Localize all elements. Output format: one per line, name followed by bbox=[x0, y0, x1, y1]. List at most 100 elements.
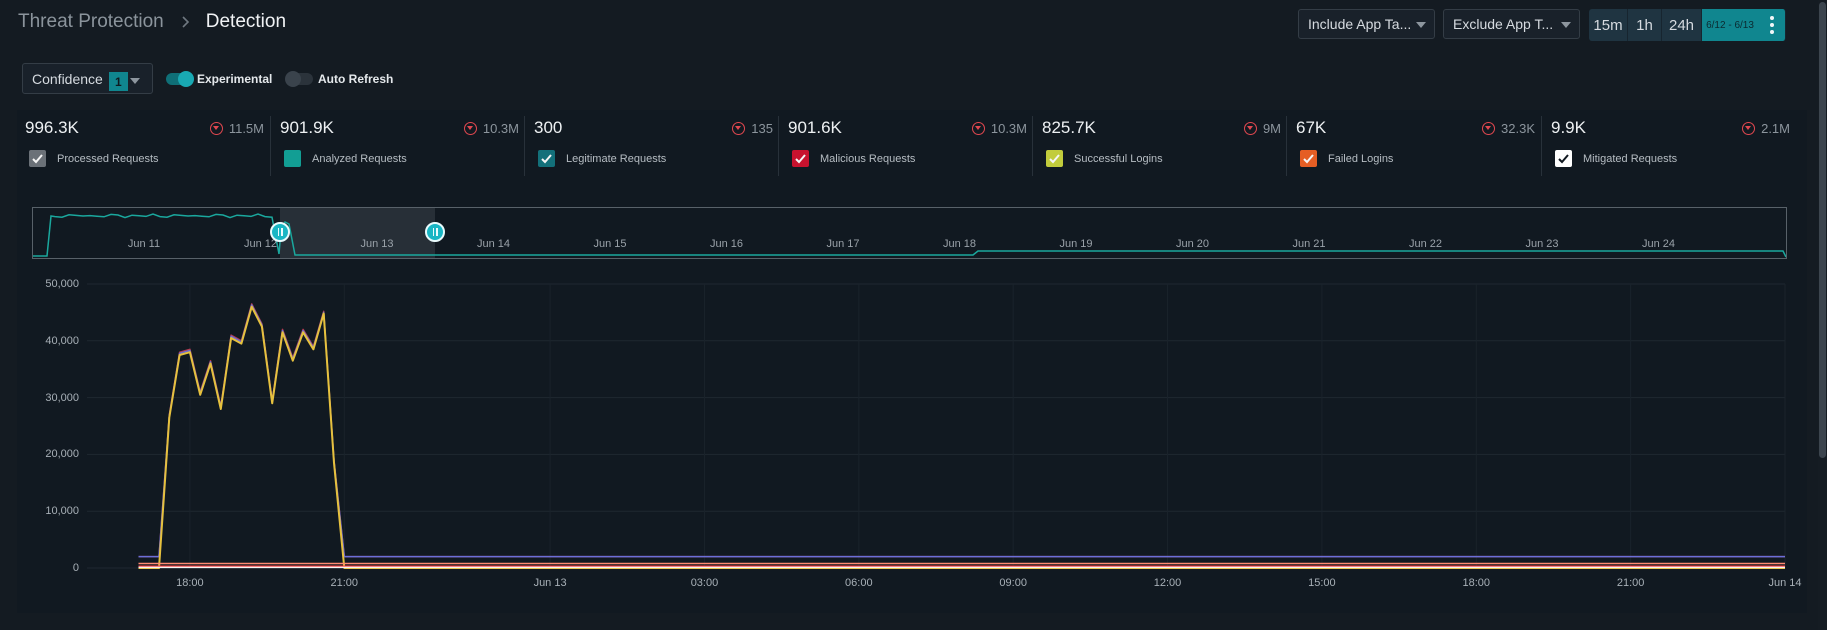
x-tick-label: 21:00 bbox=[1616, 577, 1645, 589]
more-options-icon[interactable] bbox=[1758, 9, 1786, 41]
time-24h-button[interactable]: 24h bbox=[1662, 9, 1702, 41]
series-line bbox=[138, 305, 1785, 569]
navigator-date-label: Jun 14 bbox=[476, 238, 511, 250]
stat-label: Processed Requests bbox=[57, 153, 159, 165]
navigator-date-label: Jun 24 bbox=[1641, 238, 1676, 250]
navigator-right-handle[interactable] bbox=[425, 222, 445, 242]
arrow-down-circle-icon bbox=[463, 122, 477, 135]
confidence-label: Confidence bbox=[32, 70, 103, 87]
stat-label: Successful Logins bbox=[1074, 153, 1163, 165]
stat-change-value: 10.3M bbox=[482, 121, 519, 136]
stat-card: 901.9K 10.3M Analyzed Requests bbox=[272, 110, 525, 177]
x-tick-label: 06:00 bbox=[845, 577, 873, 589]
navigator-selection[interactable] bbox=[280, 208, 435, 258]
exclude-app-tags-label: Exclude App T... bbox=[1453, 16, 1554, 32]
detection-panel: 996.3K 11.5M Processed Requests 901.9K 10.3M… bbox=[17, 110, 1807, 613]
caret-down-icon bbox=[130, 78, 140, 84]
caret-down-icon bbox=[1561, 22, 1571, 28]
y-tick-label: 0 bbox=[72, 562, 79, 574]
navigator-date-label: Jun 15 bbox=[593, 238, 627, 250]
experimental-toggle[interactable]: Experimental bbox=[166, 71, 272, 87]
arrow-down-circle-icon bbox=[209, 122, 223, 135]
stat-change-value: 135 bbox=[751, 121, 773, 136]
caret-down-icon bbox=[1416, 22, 1426, 28]
confidence-dropdown[interactable]: Confidence 1 bbox=[22, 63, 153, 94]
stat-divider bbox=[270, 116, 271, 176]
stat-label: Mitigated Requests bbox=[1583, 153, 1678, 165]
scrollbar-thumb[interactable] bbox=[1819, 2, 1826, 458]
navigator-date-label: Jun 20 bbox=[1175, 238, 1210, 250]
stat-change: 11.5M bbox=[209, 121, 264, 136]
time-1h-button[interactable]: 1h bbox=[1628, 9, 1662, 41]
series-checkbox[interactable] bbox=[1555, 150, 1572, 167]
y-tick-label: 20,000 bbox=[45, 448, 79, 461]
date-range-button[interactable]: 6/12 - 6/13 bbox=[1702, 9, 1758, 41]
stat-change-value: 32.3K bbox=[1501, 121, 1535, 136]
stat-change-value: 9M bbox=[1262, 121, 1281, 136]
stat-value: 996.3K bbox=[25, 118, 79, 137]
y-tick-label: 10,000 bbox=[45, 505, 79, 518]
navigator-date-label: Jun 19 bbox=[1059, 238, 1093, 250]
stat-divider bbox=[524, 116, 525, 176]
navigator-date-label: Jun 23 bbox=[1525, 238, 1559, 250]
stat-divider bbox=[1541, 116, 1542, 176]
navigator-date-label: Jun 13 bbox=[360, 238, 394, 250]
x-tick-label: 03:00 bbox=[690, 577, 719, 589]
x-tick-label: 09:00 bbox=[999, 577, 1027, 589]
y-tick-label: 40,000 bbox=[45, 334, 79, 347]
page-scrollbar[interactable] bbox=[1818, 0, 1827, 630]
stat-card: 67K 32.3K Failed Logins bbox=[1288, 110, 1541, 177]
x-tick-label: Jun 14 bbox=[1768, 577, 1802, 589]
auto-refresh-toggle[interactable]: Auto Refresh bbox=[285, 71, 394, 87]
time-15m-button[interactable]: 15m bbox=[1589, 9, 1628, 41]
confidence-value: 1 bbox=[108, 72, 128, 91]
series-checkbox[interactable] bbox=[284, 150, 301, 167]
stat-card: 825.7K 9M Successful Logins bbox=[1034, 110, 1287, 177]
series-checkbox[interactable] bbox=[1046, 150, 1063, 167]
series-checkbox[interactable] bbox=[792, 150, 809, 167]
x-tick-label: Jun 13 bbox=[533, 577, 567, 589]
navigator-left-handle[interactable] bbox=[270, 222, 290, 242]
breadcrumb: Threat Protection Detection bbox=[18, 10, 286, 34]
stat-change: 10.3M bbox=[971, 121, 1027, 136]
series-checkbox[interactable] bbox=[29, 150, 46, 167]
x-tick-label: 18:00 bbox=[176, 577, 204, 589]
arrow-down-circle-icon bbox=[1742, 122, 1756, 135]
stat-value: 901.9K bbox=[280, 118, 334, 137]
arrow-down-circle-icon bbox=[1243, 122, 1257, 135]
stat-change: 2.1M bbox=[1742, 121, 1790, 136]
include-app-tags-label: Include App Ta... bbox=[1308, 16, 1412, 32]
stat-value: 9.9K bbox=[1551, 118, 1586, 137]
page-title: Detection bbox=[205, 11, 287, 32]
stat-card: 901.6K 10.3M Malicious Requests bbox=[780, 110, 1033, 177]
y-tick-label: 30,000 bbox=[45, 391, 79, 404]
series-line bbox=[138, 303, 1785, 558]
stat-change-value: 10.3M bbox=[990, 121, 1027, 136]
navigator-date-label: Jun 16 bbox=[709, 238, 744, 250]
navigator-date-label: Jun 21 bbox=[1292, 238, 1326, 250]
auto-refresh-switch[interactable] bbox=[285, 71, 313, 87]
series-line bbox=[138, 304, 1785, 558]
navigator-date-label: Jun 12 bbox=[243, 238, 278, 250]
stat-value: 67K bbox=[1296, 118, 1327, 137]
x-tick-label: 12:00 bbox=[1153, 577, 1182, 589]
time-navigator[interactable]: Jun 11 Jun 12 Jun 13 Jun 14 Jun 15 Jun 16 Jun … bbox=[32, 207, 1787, 259]
stat-label: Analyzed Requests bbox=[312, 153, 407, 165]
exclude-app-tags-dropdown[interactable]: Exclude App T... bbox=[1443, 9, 1580, 39]
include-app-tags-dropdown[interactable]: Include App Ta... bbox=[1298, 9, 1435, 39]
stat-divider bbox=[1286, 116, 1287, 176]
arrow-down-circle-icon bbox=[971, 122, 985, 135]
stat-value: 300 bbox=[534, 118, 563, 137]
auto-refresh-label: Auto Refresh bbox=[318, 72, 394, 86]
stat-divider bbox=[1032, 116, 1033, 176]
stat-change: 135 bbox=[732, 121, 773, 136]
series-checkbox[interactable] bbox=[1300, 150, 1317, 167]
stat-card: 9.9K 2.1M Mitigated Requests bbox=[1543, 110, 1796, 177]
stat-change: 10.3M bbox=[463, 121, 519, 136]
series-checkbox[interactable] bbox=[538, 150, 555, 167]
experimental-switch[interactable] bbox=[166, 71, 194, 87]
breadcrumb-parent[interactable]: Threat Protection bbox=[18, 11, 164, 32]
navigator-date-label: Jun 17 bbox=[826, 238, 860, 250]
time-range-selector: 15m 1h 24h 6/12 - 6/13 bbox=[1589, 9, 1786, 41]
stat-value: 825.7K bbox=[1042, 118, 1096, 137]
